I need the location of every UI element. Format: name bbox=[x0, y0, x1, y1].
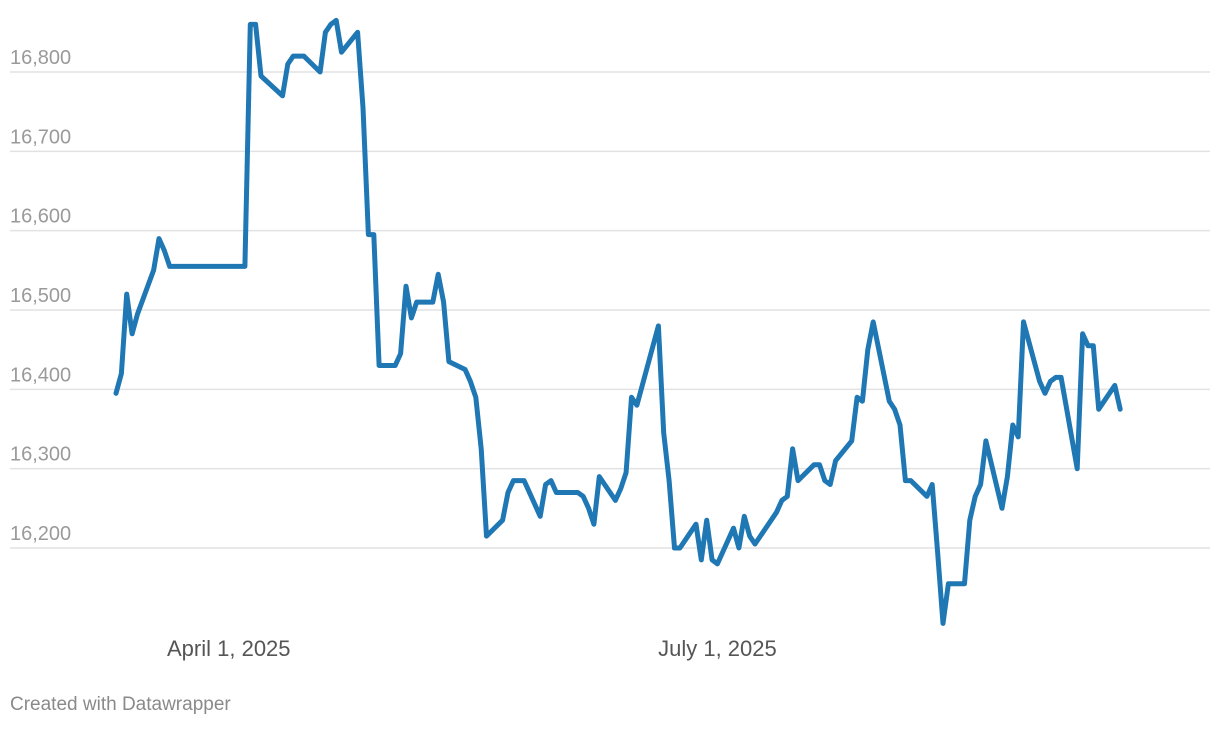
series-layer bbox=[113, 17, 1123, 626]
x-axis-tick-labels: April 1, 2025 July 1, 2025 bbox=[167, 636, 777, 661]
y-tick-label: 16,700 bbox=[10, 126, 71, 148]
x-tick-label: April 1, 2025 bbox=[167, 636, 291, 661]
y-tick-label: 16,400 bbox=[10, 364, 71, 386]
y-tick-label: 16,600 bbox=[10, 206, 71, 228]
y-tick-label: 16,500 bbox=[10, 285, 71, 307]
gridlines bbox=[10, 71, 1210, 549]
line-chart: 16,200 16,300 16,400 16,500 16,600 16,700 16,8… bbox=[10, 17, 1210, 661]
x-tick-label: July 1, 2025 bbox=[658, 636, 777, 661]
y-tick-label: 16,800 bbox=[10, 47, 71, 69]
y-tick-label: 16,300 bbox=[10, 444, 71, 466]
y-tick-label: 16,200 bbox=[10, 523, 71, 545]
datawrapper-credit: Created with Datawrapper bbox=[10, 694, 231, 715]
series-line bbox=[113, 17, 1123, 626]
y-axis-tick-labels: 16,200 16,300 16,400 16,500 16,600 16,700 16,8… bbox=[10, 47, 71, 545]
